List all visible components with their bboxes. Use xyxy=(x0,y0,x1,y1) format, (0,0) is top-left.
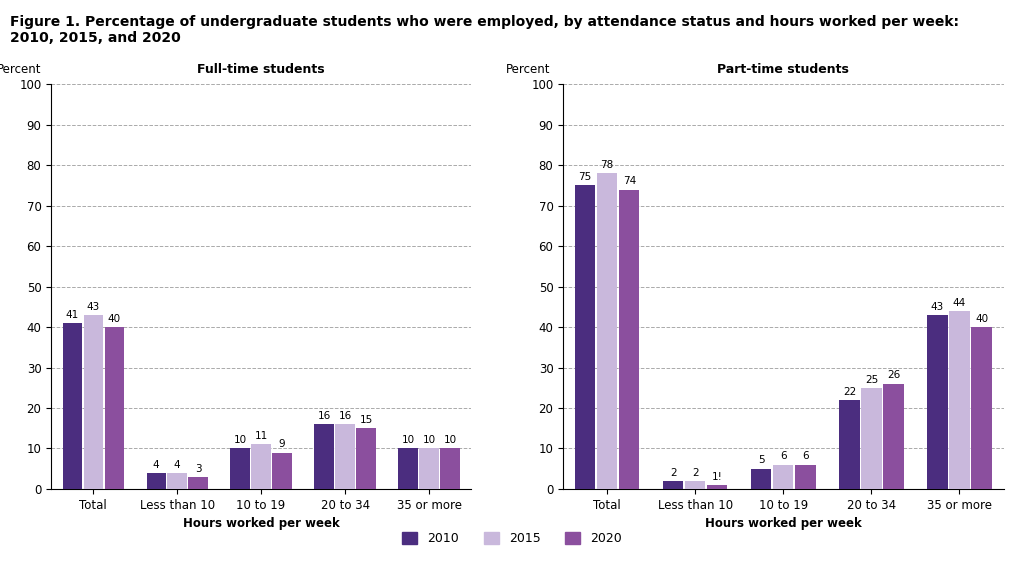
Text: Percent: Percent xyxy=(0,63,41,76)
Bar xyxy=(230,448,250,489)
Text: 2: 2 xyxy=(692,468,698,478)
Bar xyxy=(708,485,727,489)
Text: 26: 26 xyxy=(887,370,900,380)
Bar xyxy=(685,481,706,489)
Bar xyxy=(597,173,617,489)
Bar xyxy=(840,400,859,489)
Text: 6: 6 xyxy=(780,451,786,461)
Text: 10: 10 xyxy=(443,435,457,445)
Text: 41: 41 xyxy=(66,310,79,320)
Text: 11: 11 xyxy=(255,431,267,441)
Bar xyxy=(84,315,102,489)
Title: Full-time students: Full-time students xyxy=(198,63,325,76)
Title: Part-time students: Part-time students xyxy=(718,63,849,76)
Text: 4: 4 xyxy=(174,460,180,469)
Text: 3: 3 xyxy=(195,464,202,474)
Legend: 2010, 2015, 2020: 2010, 2015, 2020 xyxy=(397,527,627,550)
Text: 16: 16 xyxy=(317,411,331,421)
Text: 5: 5 xyxy=(758,455,765,465)
Text: 43: 43 xyxy=(87,302,99,312)
Bar xyxy=(188,477,208,489)
Bar xyxy=(796,465,815,489)
Bar xyxy=(420,448,438,489)
Text: 2: 2 xyxy=(670,468,677,478)
Text: 4: 4 xyxy=(153,460,160,469)
Bar xyxy=(272,452,292,489)
Text: 10: 10 xyxy=(401,435,415,445)
Bar xyxy=(146,473,166,489)
Text: 74: 74 xyxy=(623,176,636,186)
Bar xyxy=(972,327,991,489)
Bar xyxy=(928,315,947,489)
Text: 1!: 1! xyxy=(712,472,723,482)
Bar xyxy=(398,448,418,489)
Text: 16: 16 xyxy=(339,411,351,421)
Text: 43: 43 xyxy=(931,302,944,312)
Bar xyxy=(773,465,794,489)
Text: 6: 6 xyxy=(802,451,809,461)
Bar xyxy=(664,481,683,489)
Text: 25: 25 xyxy=(865,374,878,384)
Text: 78: 78 xyxy=(601,160,613,170)
Text: Figure 1. Percentage of undergraduate students who were employed, by attendance : Figure 1. Percentage of undergraduate st… xyxy=(10,15,959,46)
Bar xyxy=(575,185,595,489)
Text: 40: 40 xyxy=(108,314,121,324)
Text: 9: 9 xyxy=(279,439,286,449)
Bar xyxy=(356,428,376,489)
Text: 75: 75 xyxy=(579,172,592,182)
Bar xyxy=(168,473,186,489)
Bar xyxy=(104,327,124,489)
Bar xyxy=(336,424,354,489)
Text: 40: 40 xyxy=(975,314,988,324)
Bar xyxy=(884,384,903,489)
X-axis label: Hours worked per week: Hours worked per week xyxy=(705,517,862,530)
Bar xyxy=(252,445,270,489)
Text: 10: 10 xyxy=(423,435,435,445)
X-axis label: Hours worked per week: Hours worked per week xyxy=(182,517,340,530)
Bar xyxy=(620,189,639,489)
Bar xyxy=(752,469,771,489)
Text: Percent: Percent xyxy=(506,63,551,76)
Bar xyxy=(62,323,82,489)
Text: 10: 10 xyxy=(233,435,247,445)
Text: 22: 22 xyxy=(843,387,856,397)
Bar xyxy=(314,424,334,489)
Bar xyxy=(861,388,882,489)
Bar xyxy=(440,448,460,489)
Text: 44: 44 xyxy=(953,298,966,307)
Bar xyxy=(949,311,970,489)
Text: 15: 15 xyxy=(359,415,373,425)
